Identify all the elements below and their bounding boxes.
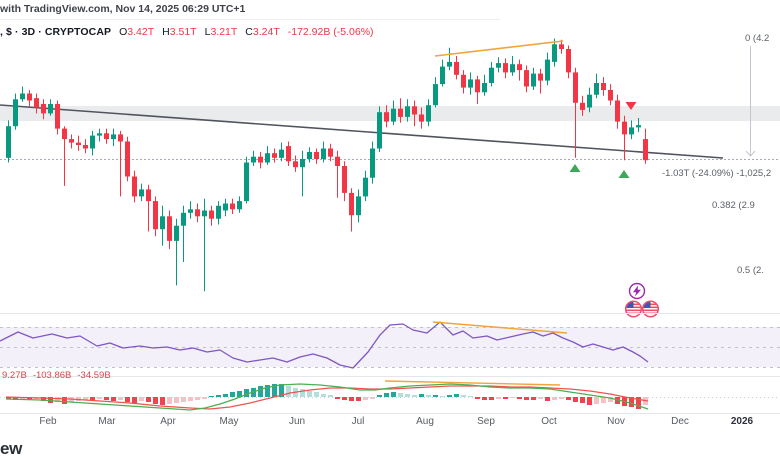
- fib-label-0382: 0.382 (2.9: [712, 200, 755, 211]
- descending-trendline[interactable]: [0, 104, 724, 159]
- axis-label-aug: Aug: [416, 416, 434, 427]
- axis-label-sep: Sep: [477, 416, 495, 427]
- axis-label-apr: Apr: [160, 416, 176, 427]
- open-label: O: [119, 26, 128, 38]
- flag-emoji-icon[interactable]: [624, 300, 643, 318]
- rsi-line: [0, 321, 649, 369]
- close-value: 3.24T: [252, 26, 280, 38]
- lightning-emoji-icon[interactable]: [628, 282, 646, 300]
- low-value: 3.21T: [210, 26, 238, 38]
- axis-label-jul: Jul: [351, 416, 365, 427]
- high-value: 3.51T: [169, 26, 197, 38]
- close-label: C: [245, 26, 253, 38]
- candlestick-series[interactable]: [6, 38, 648, 292]
- change-value: -172.92B (-5.06%): [287, 26, 374, 38]
- axis-label-feb: Feb: [39, 416, 57, 427]
- price-measure-label: -1.03T (-24.09%) -1,025,2: [662, 168, 772, 179]
- macd-line-value: -103.86B: [32, 370, 72, 381]
- macd-signal-value: -34.59B: [77, 370, 111, 381]
- buy-signal-triangle-icon[interactable]: [618, 170, 630, 178]
- axis-label-dec: Dec: [671, 416, 689, 427]
- macd-pane[interactable]: [0, 380, 780, 411]
- buy-signal-triangle-icon[interactable]: [569, 164, 581, 172]
- symbol-title[interactable]: , $ · 3D · CRYPTOCAP: [0, 26, 112, 38]
- sell-signal-triangle-icon[interactable]: [625, 102, 637, 110]
- macd-histogram-value: 9.27B: [2, 370, 27, 381]
- axis-label-jun: Jun: [288, 416, 306, 427]
- time-axis[interactable]: Feb Mar Apr May Jun Jul Aug Sep Oct Nov Dec 2026: [0, 416, 780, 432]
- flag-emoji-icon[interactable]: [641, 300, 660, 318]
- tradingview-logo-fragment[interactable]: ew: [0, 439, 23, 458]
- rising-top-trendline[interactable]: [434, 40, 564, 57]
- macd-line: [5, 383, 649, 411]
- axis-label-may: May: [219, 416, 239, 427]
- fib-label-05: 0.5 (2.: [737, 265, 764, 276]
- watermark-attribution: with TradingView.com, Nov 14, 2025 06:29…: [0, 3, 246, 15]
- symbol-ohlc-bar[interactable]: , $ · 3D · CRYPTOCAP O3.42T H3.51T L3.21T C3…: [0, 26, 374, 38]
- rsi-divergence-trendline[interactable]: [432, 321, 568, 334]
- high-label: H: [162, 26, 170, 38]
- axis-label-mar: Mar: [98, 416, 116, 427]
- low-label: L: [204, 26, 211, 38]
- macd-values-readout: 9.27B -103.86B -34.59B: [2, 370, 117, 381]
- axis-label-nov: Nov: [607, 416, 625, 427]
- macd-signal-line: [5, 385, 649, 410]
- axis-label-oct: Oct: [541, 416, 557, 427]
- guide-arrow-down-icon: [745, 150, 756, 157]
- macd-trendline[interactable]: [384, 380, 561, 386]
- rsi-pane[interactable]: [0, 321, 780, 369]
- fib-label-0: 0 (4.2: [745, 33, 770, 44]
- open-value: 3.42T: [127, 26, 155, 38]
- axis-label-2026: 2026: [730, 416, 754, 427]
